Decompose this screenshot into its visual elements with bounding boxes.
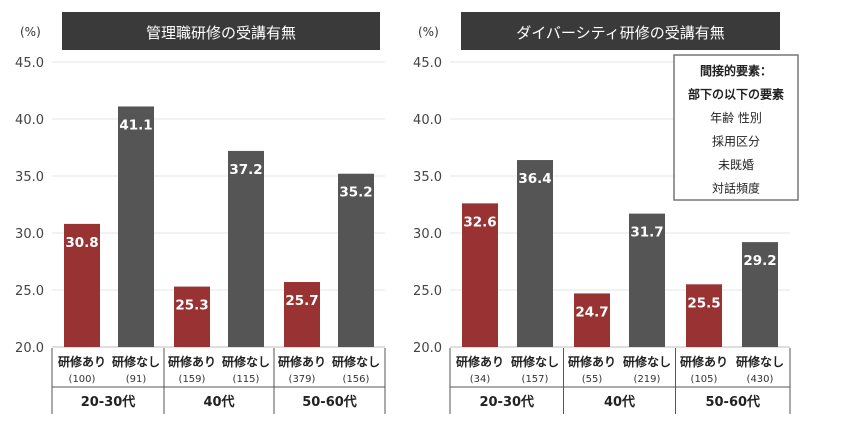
- annotation-line: 対話頻度: [712, 181, 760, 196]
- bar-value-label: 35.2: [339, 185, 372, 201]
- bar-value-label: 41.1: [119, 117, 152, 133]
- chart-title-banner: [62, 12, 380, 50]
- annotation-line: 未既婚: [718, 158, 754, 172]
- y-tick-label: 40.0: [413, 113, 442, 128]
- x-category-label: 研修あり: [58, 354, 106, 369]
- x-group-label: 20-30代: [81, 394, 136, 410]
- bar: [742, 242, 778, 347]
- x-category-label: 研修なし: [112, 354, 160, 369]
- x-category-label: 研修なし: [736, 354, 784, 369]
- x-category-label: 研修あり: [278, 354, 326, 369]
- annotation-line: 部下の以下の要素: [688, 87, 784, 102]
- annotation-line: 年齢 性別: [710, 110, 762, 125]
- chart-title: ダイバーシティ研修の受講有無: [516, 24, 725, 42]
- bar: [574, 293, 610, 347]
- bar-value-label: 30.8: [65, 235, 98, 251]
- bar: [64, 223, 100, 347]
- bar: [284, 282, 320, 347]
- x-category-label: 研修なし: [222, 354, 270, 369]
- bar-value-label: 36.4: [518, 171, 551, 187]
- y-tick-label: 45.0: [413, 56, 442, 71]
- bar: [174, 286, 210, 347]
- bar-value-label: 37.2: [229, 162, 262, 178]
- bar-value-label: 25.7: [285, 293, 318, 309]
- bar-value-label: 29.2: [743, 253, 776, 269]
- x-group-label: 40代: [604, 394, 635, 410]
- bar: [462, 203, 498, 347]
- bar: [686, 284, 722, 347]
- sample-size-label: (159): [179, 374, 206, 385]
- bar-value-label: 32.6: [463, 214, 496, 230]
- y-tick-label: 20.0: [413, 341, 442, 356]
- y-tick-label: 35.0: [413, 170, 442, 185]
- y-axis-unit: (%): [20, 25, 41, 39]
- x-category-label: 研修なし: [623, 354, 671, 369]
- chart-title-banner: [461, 12, 780, 50]
- y-tick-label: 40.0: [15, 113, 44, 128]
- bar-value-label: 24.7: [575, 304, 608, 320]
- bar-value-label: 25.3: [175, 298, 208, 314]
- x-group-label: 50-60代: [302, 394, 357, 410]
- x-group-label: 20-30代: [479, 394, 534, 410]
- y-tick-label: 45.0: [15, 56, 44, 71]
- y-tick-label: 25.0: [15, 284, 44, 299]
- y-tick-label: 35.0: [15, 170, 44, 185]
- x-category-label: 研修あり: [168, 354, 216, 369]
- bar: [629, 213, 665, 347]
- sample-size-label: (91): [126, 374, 147, 385]
- sample-size-label: (156): [343, 374, 370, 385]
- sample-size-label: (379): [289, 374, 316, 385]
- bar-value-label: 25.5: [687, 295, 720, 311]
- sample-size-label: (430): [747, 374, 774, 385]
- bar: [118, 106, 154, 348]
- sample-size-label: (105): [691, 374, 718, 385]
- x-category-label: 研修なし: [332, 354, 380, 369]
- chart-1: 管理職研修の受講有無 (%) 20.0 25.0 30.0 35.0 40.0 45.0 30.…: [15, 12, 386, 414]
- sample-size-label: (219): [634, 374, 661, 385]
- sample-size-label: (157): [522, 374, 549, 385]
- bar-value-label: 31.7: [630, 225, 663, 241]
- annotation-line: 間接的要素：: [700, 63, 772, 78]
- x-category-label: 研修あり: [568, 354, 616, 369]
- bar: [517, 160, 553, 347]
- x-category-label: 研修あり: [456, 354, 504, 369]
- x-category-label: 研修なし: [511, 354, 559, 369]
- x-category-label: 研修あり: [680, 354, 728, 369]
- sample-size-label: (100): [69, 374, 96, 385]
- sample-size-label: (34): [470, 374, 491, 385]
- annotation-frame: [673, 54, 799, 201]
- y-tick-label: 20.0: [15, 341, 44, 356]
- sample-size-label: (115): [233, 374, 260, 385]
- chart-2: ダイバーシティ研修の受講有無 (%) 20.0 25.0 30.0 35.0 40.0 45.…: [413, 12, 799, 414]
- y-tick-label: 30.0: [413, 227, 442, 242]
- annotation-line: 採用区分: [712, 135, 760, 149]
- bar: [338, 173, 374, 347]
- x-group-label: 40代: [203, 394, 234, 410]
- chart-title: 管理職研修の受講有無: [146, 24, 296, 42]
- x-group-label: 50-60代: [705, 394, 760, 410]
- y-axis-unit: (%): [418, 25, 439, 39]
- y-tick-label: 25.0: [413, 284, 442, 299]
- bar: [228, 150, 264, 347]
- sample-size-label: (55): [582, 374, 603, 385]
- y-tick-label: 30.0: [15, 227, 44, 242]
